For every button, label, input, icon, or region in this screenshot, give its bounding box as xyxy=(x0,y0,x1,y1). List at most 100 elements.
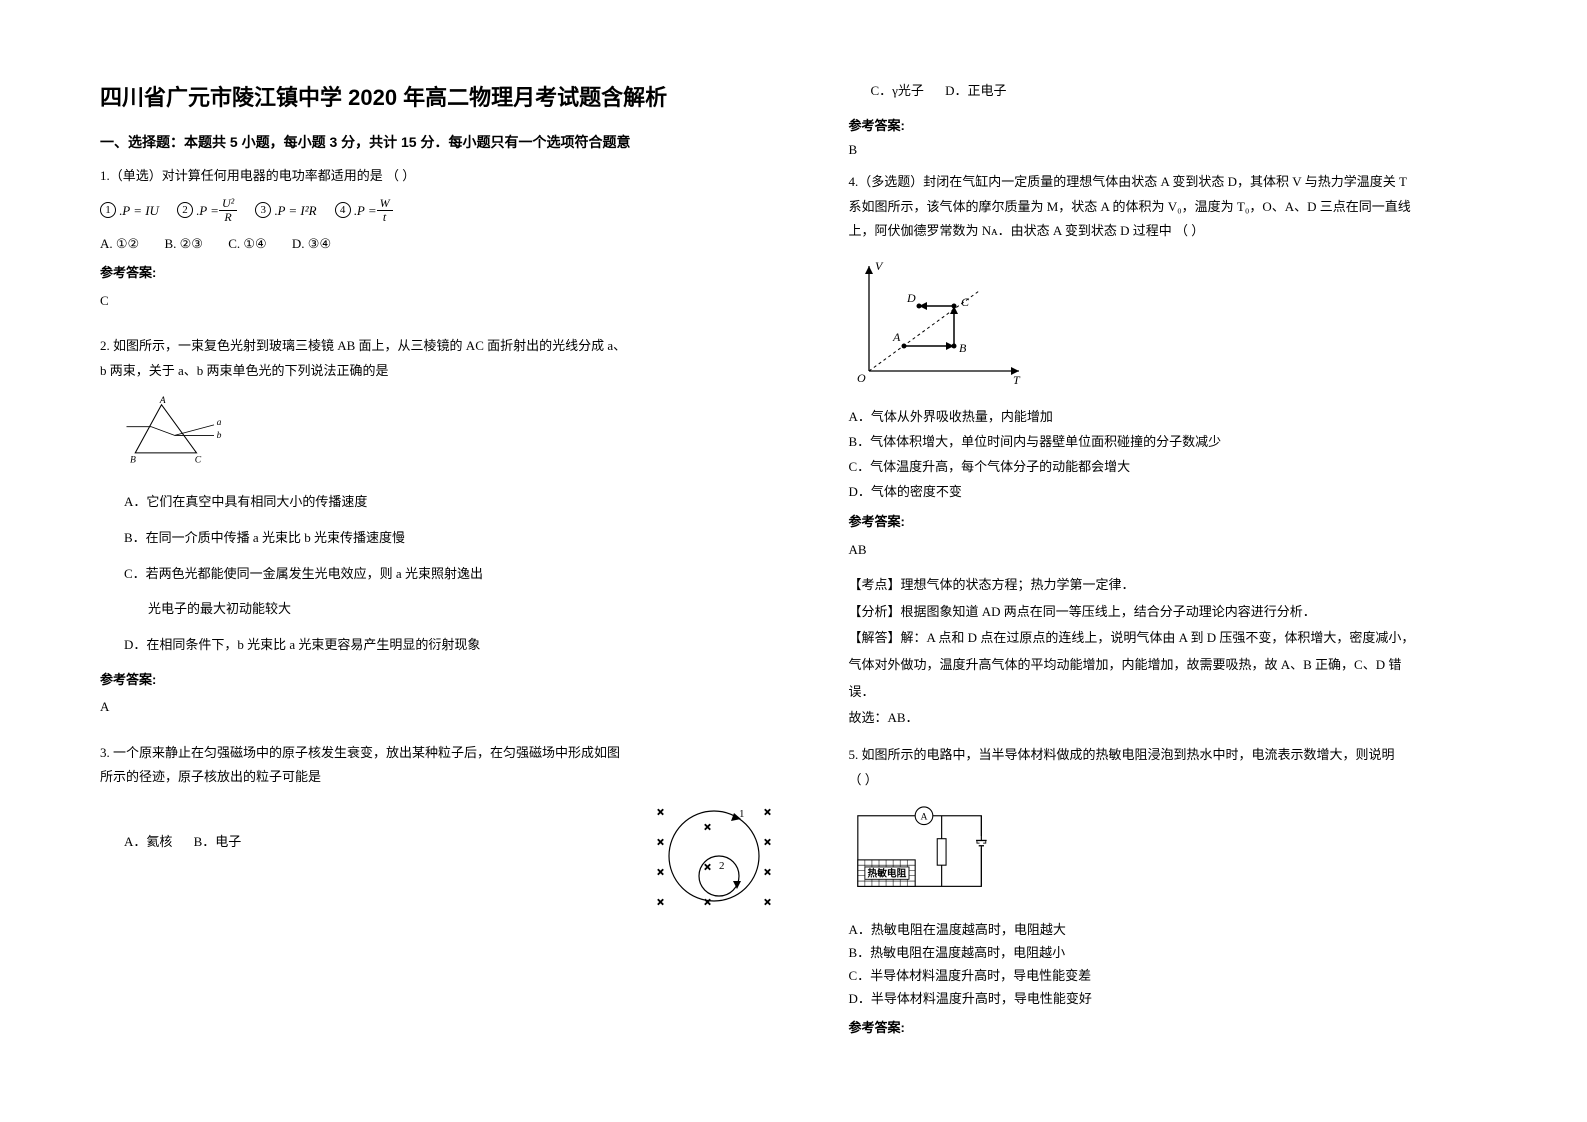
label-A: A xyxy=(159,396,166,406)
q5-circuit-figure: A xyxy=(849,804,1538,906)
circled-1: 1 xyxy=(100,202,116,218)
q1-f1: 1. P = IU xyxy=(100,199,159,222)
label-a: a xyxy=(217,416,222,427)
question-1: 1.（单选）对计算任何用电器的电功率都适用的是 （ ） 1. P = IU 2.… xyxy=(100,164,789,324)
q1-f4: 4. P = Wt xyxy=(335,197,393,224)
q2-opt-c: C．若两色光都能使同一金属发生光电效应，则 a 光束照射逸出 xyxy=(124,557,789,591)
svg-text:×: × xyxy=(657,805,664,819)
svg-text:×: × xyxy=(704,895,711,909)
q2-stem2: b 两束，关于 a、b 两束单色光的下列说法正确的是 xyxy=(100,359,789,384)
jieda-label: 【解答】 xyxy=(849,630,901,645)
q5-stem2: （ ） xyxy=(849,768,1538,793)
left-column: 四川省广元市陵江镇中学 2020 年高二物理月考试题含解析 一、选择题：本题共 … xyxy=(100,80,789,1082)
axis-V: V xyxy=(875,259,884,273)
q2-opt-c2: 光电子的最大初动能较大 xyxy=(148,592,789,626)
q1-options: A. ①② B. ②③ C. ①④ D. ③④ xyxy=(100,232,789,255)
q1-answer: C xyxy=(100,289,789,312)
q4-opt-a: A．气体从外界吸收热量，内能增加 xyxy=(849,405,1538,430)
q3-opt-a: A．氦核 xyxy=(124,834,172,849)
circled-3: 3 xyxy=(255,202,271,218)
q2-answer: A xyxy=(100,695,789,718)
q4-vt-figure: V T O A B C D xyxy=(849,256,1538,393)
q2-answer-label: 参考答案: xyxy=(100,668,789,691)
pt-D: D xyxy=(906,291,916,305)
ammeter-label: A xyxy=(920,812,927,823)
axis-T: T xyxy=(1013,373,1021,386)
pt-A: A xyxy=(892,330,901,344)
q3-stem2: 所示的径迹，原子核放出的粒子可能是 xyxy=(100,765,789,790)
q1-formulas: 1. P = IU 2. P = U²R 3. P = I²R 4. P = W… xyxy=(100,197,789,224)
q3-answer-label: 参考答案: xyxy=(849,115,1538,134)
svg-text:×: × xyxy=(657,835,664,849)
svg-text:×: × xyxy=(657,895,664,909)
q4-stem2: 系如图所示，该气体的摩尔质量为 M，状态 A 的体积为 V₀，温度为 T₀，O、… xyxy=(849,195,1538,220)
svg-text:×: × xyxy=(764,865,771,879)
q2-opt-a: A．它们在真空中具有相同大小的传播速度 xyxy=(124,485,789,519)
circuit-svg: A xyxy=(849,804,999,899)
svg-text:×: × xyxy=(764,805,771,819)
q2-prism-figure: A B C a b xyxy=(124,396,789,473)
q5-opt-b: B．热敏电阻在温度越高时，电阻越小 xyxy=(849,942,1538,964)
q5-stem1: 5. 如图所示的电路中，当半导体材料做成的热敏电阻浸泡到热水中时，电流表示数增大… xyxy=(849,743,1538,768)
right-column: C．γ光子 D．正电子 参考答案: B 4.（多选题）封闭在气缸内一定质量的理想… xyxy=(849,80,1538,1082)
q3-opt-d: D．正电子 xyxy=(945,83,1006,98)
label-B: B xyxy=(130,454,136,465)
q5-opt-d: D．半导体材料温度升高时，导电性能变好 xyxy=(849,988,1538,1010)
pt-C: C xyxy=(961,295,970,309)
svg-text:1: 1 xyxy=(739,808,745,820)
q1-opt-b: B. ②③ xyxy=(164,236,202,251)
q4-explain: 【考点】理想气体的状态方程；热力学第一定律． 【分析】根据图象知道 AD 两点在… xyxy=(849,573,1538,731)
axis-O: O xyxy=(857,371,866,385)
q1-f2: 2. P = U²R xyxy=(177,197,237,224)
question-4: 4.（多选题）封闭在气缸内一定质量的理想气体由状态 A 变到状态 D，其体积 V… xyxy=(849,170,1538,733)
q1-stem: 1.（单选）对计算任何用电器的电功率都适用的是 （ ） xyxy=(100,164,789,189)
q1-opt-d: D. ③④ xyxy=(292,236,331,251)
svg-text:×: × xyxy=(704,820,711,834)
q4-options: A．气体从外界吸收热量，内能增加 B．气体体积增大，单位时间内与器壁单位面积碰撞… xyxy=(849,405,1538,504)
question-5: 5. 如图所示的电路中，当半导体材料做成的热敏电阻浸泡到热水中时，电流表示数增大… xyxy=(849,743,1538,1044)
q1-f3: 3. P = I²R xyxy=(255,199,316,222)
q3-answer: B xyxy=(849,142,1538,158)
prism-svg: A B C a b xyxy=(124,396,234,466)
circled-2: 2 xyxy=(177,202,193,218)
thermistor-label: 热敏电阻 xyxy=(867,867,906,880)
q2-opt-d: D．在相同条件下，b 光束比 a 光束更容易产生明显的衍射现象 xyxy=(124,628,789,662)
q4-opt-b: B．气体体积增大，单位时间内与器壁单位面积碰撞的分子数减少 xyxy=(849,430,1538,455)
magfield-svg: ×× ×× ×× ××× × × 1 2 xyxy=(649,801,779,911)
question-2: 2. 如图所示，一束复色光射到玻璃三棱镜 AB 面上，从三棱镜的 AC 面折射出… xyxy=(100,334,789,731)
q2-opt-b: B．在同一介质中传播 a 光束比 b 光束传播速度慢 xyxy=(124,521,789,555)
pt-B: B xyxy=(959,341,967,355)
q4-stem1: 4.（多选题）封闭在气缸内一定质量的理想气体由状态 A 变到状态 D，其体积 V… xyxy=(849,170,1538,195)
svg-text:×: × xyxy=(764,895,771,909)
label-b: b xyxy=(217,430,222,441)
q1-opt-a: A. ①② xyxy=(100,236,139,251)
vt-svg: V T O A B C D xyxy=(849,256,1029,386)
q4-stem3: 上，阿伏伽德罗常数为 Nᴀ．由状态 A 变到状态 D 过程中 （ ） xyxy=(849,219,1538,244)
q2-options: A．它们在真空中具有相同大小的传播速度 B．在同一介质中传播 a 光束比 b 光… xyxy=(124,485,789,662)
q5-options: A．热敏电阻在温度越高时，电阻越大 B．热敏电阻在温度越高时，电阻越小 C．半导… xyxy=(849,919,1538,1010)
q1-answer-label: 参考答案: xyxy=(100,261,789,284)
q2-stem1: 2. 如图所示，一束复色光射到玻璃三棱镜 AB 面上，从三棱镜的 AC 面折射出… xyxy=(100,334,789,359)
q3-opt-c: C．γ光子 xyxy=(871,83,924,98)
question-3: 3. 一个原来静止在匀强磁场中的原子核发生衰变，放出某种粒子后，在匀强磁场中形成… xyxy=(100,741,789,854)
q4-opt-d: D．气体的密度不变 xyxy=(849,480,1538,505)
q1-opt-c: C. ①④ xyxy=(228,236,266,251)
q3-opt-b: B．电子 xyxy=(194,834,242,849)
q3-magfield-figure: ×× ×× ×× ××× × × 1 2 xyxy=(649,801,779,918)
guxuan: 故选：AB． xyxy=(849,706,1538,731)
q3-options-cd: C．γ光子 D．正电子 xyxy=(871,80,1538,99)
q5-answer-label: 参考答案: xyxy=(849,1016,1538,1039)
q5-opt-a: A．热敏电阻在温度越高时，电阻越大 xyxy=(849,919,1538,941)
q4-opt-c: C．气体温度升高，每个气体分子的动能都会增大 xyxy=(849,455,1538,480)
section-header: 一、选择题：本题共 5 小题，每小题 3 分，共计 15 分．每小题只有一个选项… xyxy=(100,132,789,152)
label-C: C xyxy=(195,454,202,465)
svg-text:×: × xyxy=(764,835,771,849)
svg-text:2: 2 xyxy=(719,860,725,872)
q5-opt-c: C．半导体材料温度升高时，导电性能变差 xyxy=(849,965,1538,987)
q4-answer-label: 参考答案: xyxy=(849,510,1538,533)
svg-text:×: × xyxy=(657,865,664,879)
kaodian-label: 【考点】 xyxy=(849,577,901,592)
q3-stem1: 3. 一个原来静止在匀强磁场中的原子核发生衰变，放出某种粒子后，在匀强磁场中形成… xyxy=(100,741,789,766)
q4-answer: AB xyxy=(849,538,1538,561)
page-title: 四川省广元市陵江镇中学 2020 年高二物理月考试题含解析 xyxy=(100,80,789,112)
